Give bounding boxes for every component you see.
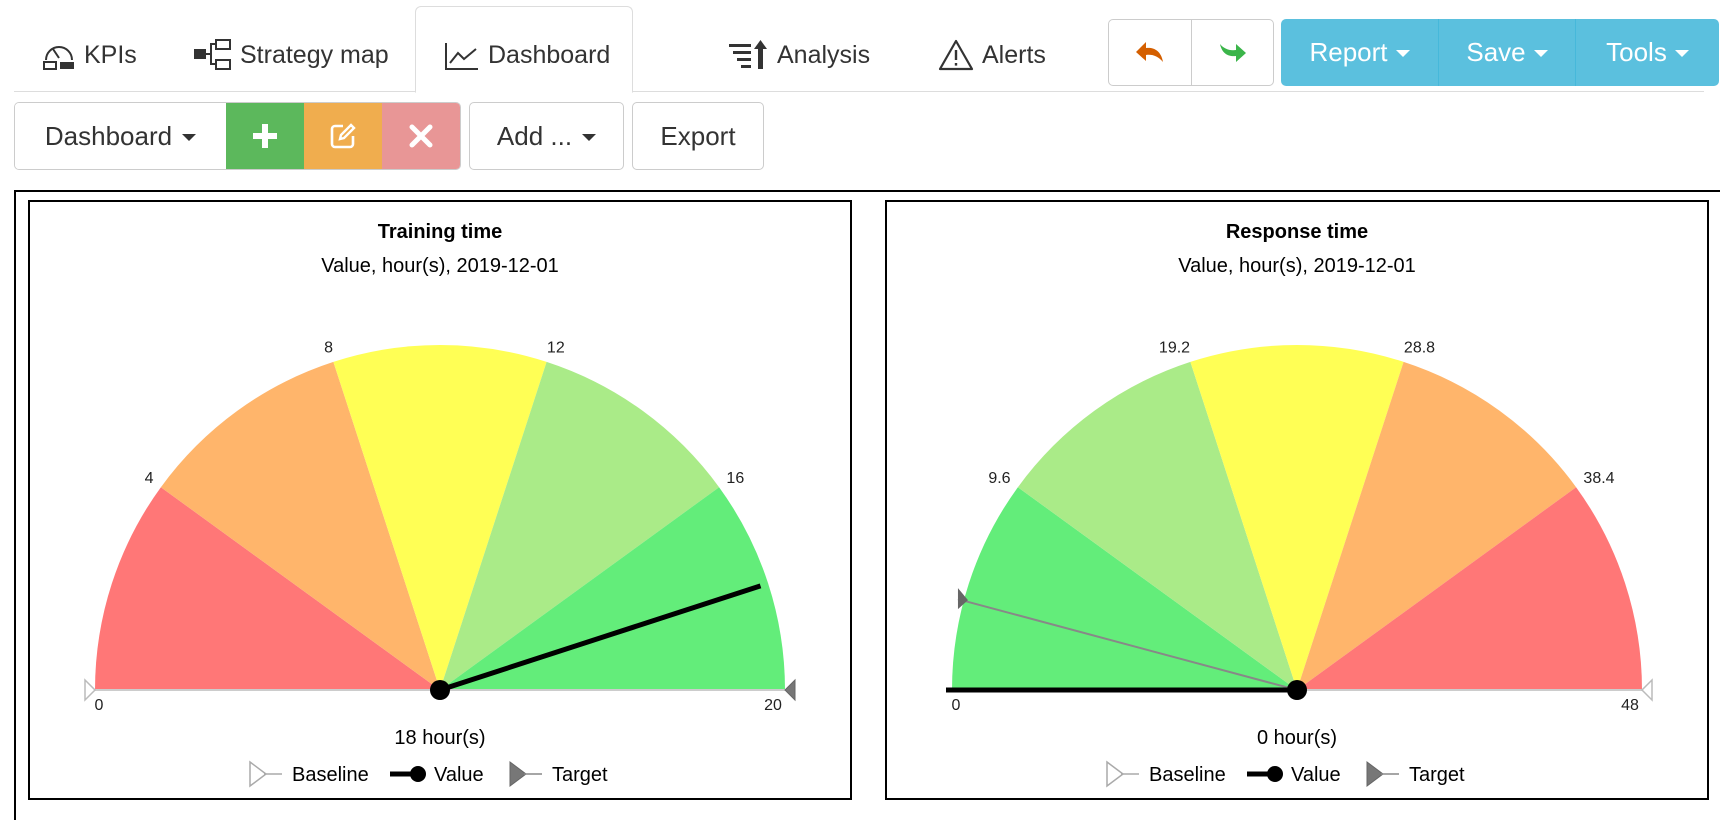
tab-dashboard-label: Dashboard xyxy=(488,41,611,69)
undo-redo-group xyxy=(1108,19,1274,86)
legend-target-icon xyxy=(509,761,527,787)
gauge-needle-hub xyxy=(1287,680,1307,700)
warning-triangle-icon xyxy=(938,39,974,71)
gauge-band xyxy=(1017,361,1297,690)
gauge-band xyxy=(95,487,440,690)
baseline-marker xyxy=(84,678,97,702)
gauge-band xyxy=(1297,361,1577,690)
tab-analysis-label: Analysis xyxy=(777,40,871,69)
gauge-band xyxy=(440,487,785,690)
tab-strategy-map-label: Strategy map xyxy=(240,40,389,69)
dashboard-canvas xyxy=(14,190,1720,820)
gauge-chart-training-time: Training time Value, hour(s), 2019-12-01 0… xyxy=(84,221,796,788)
legend-baseline-icon xyxy=(249,760,268,788)
dashboard-select-label: Dashboard xyxy=(44,120,173,151)
chevron-down-icon xyxy=(1395,50,1410,57)
tab-strategy-map[interactable]: Strategy map xyxy=(192,6,389,92)
target-marker xyxy=(784,678,796,702)
gauge-tick-label: 12 xyxy=(547,340,565,357)
kpi-gauge-icon xyxy=(43,46,74,70)
gauge-band xyxy=(160,361,440,690)
redo-button[interactable] xyxy=(1191,20,1273,85)
chevron-down-icon xyxy=(1533,50,1548,57)
report-menu-label: Report xyxy=(1309,37,1388,67)
gauge-tick-label: 38.4 xyxy=(1583,470,1614,487)
legend-target-label: Target xyxy=(1409,764,1465,786)
close-icon xyxy=(409,124,433,148)
save-menu-button[interactable]: Save xyxy=(1439,19,1576,86)
tools-menu-label: Tools xyxy=(1606,37,1667,67)
tools-menu-button[interactable]: Tools xyxy=(1576,19,1719,86)
baseline-marker xyxy=(1640,678,1653,702)
gauge-tick-label: 4 xyxy=(145,470,154,487)
tab-dashboard[interactable]: Dashboard xyxy=(415,6,633,93)
gauge-title: Training time xyxy=(378,221,502,243)
gauge-band xyxy=(1190,345,1404,690)
gauge-tick-label: 19.2 xyxy=(1159,340,1190,357)
legend-target-icon xyxy=(1366,761,1384,787)
gauge-value-label: 0 hour(s) xyxy=(1257,727,1337,749)
legend-value-icon xyxy=(1267,766,1283,782)
report-menu-button[interactable]: Report xyxy=(1281,19,1439,86)
chevron-down-icon xyxy=(182,133,197,141)
gauge-value-label: 18 hour(s) xyxy=(394,727,485,749)
gauge-subtitle: Value, hour(s), 2019-12-01 xyxy=(1178,255,1416,277)
gauge-title: Response time xyxy=(1226,221,1368,243)
legend-baseline-label: Baseline xyxy=(292,764,369,786)
target-marker xyxy=(957,588,968,610)
tab-kpis-label: KPIs xyxy=(84,40,137,69)
tab-kpis[interactable]: KPIs xyxy=(42,6,137,92)
add-dashboard-button[interactable] xyxy=(226,103,304,169)
gauge-needle-hub xyxy=(430,680,450,700)
gauge-chart-response-time: Response time Value, hour(s), 2019-12-01 0… xyxy=(946,221,1653,788)
legend-value-label: Value xyxy=(1291,764,1341,786)
gauge-target-line xyxy=(957,598,1298,691)
gauge-needle xyxy=(439,583,762,693)
gauge-panel-training-time: Training time Value, hour(s), 2019-12-01 0… xyxy=(28,200,852,800)
gauge-tick-label: 20 xyxy=(764,697,782,714)
legend-value-label: Value xyxy=(434,764,484,786)
tab-alerts-label: Alerts xyxy=(982,40,1046,69)
gauge-tick-label: 28.8 xyxy=(1404,340,1435,357)
gauge-band xyxy=(440,361,720,690)
tab-alerts[interactable]: Alerts xyxy=(938,6,1046,92)
gauge-tick-label: 0 xyxy=(952,697,961,714)
delete-dashboard-button[interactable] xyxy=(382,103,460,169)
gauge-tick-label: 0 xyxy=(95,697,104,714)
gauge-band xyxy=(952,487,1297,690)
legend-value-icon xyxy=(410,766,426,782)
edit-dashboard-button[interactable] xyxy=(304,103,382,169)
undo-button[interactable] xyxy=(1109,20,1191,85)
gauge-tick-label: 9.6 xyxy=(988,470,1010,487)
gauge-tick-label: 16 xyxy=(726,470,744,487)
legend-baseline-label: Baseline xyxy=(1149,764,1226,786)
chevron-down-icon xyxy=(582,133,597,141)
strategy-map-icon xyxy=(194,39,231,70)
gauge-subtitle: Value, hour(s), 2019-12-01 xyxy=(321,255,559,277)
gauge-tick-label: 8 xyxy=(324,340,333,357)
edit-icon xyxy=(330,123,356,149)
gauge-tick-label: 48 xyxy=(1621,697,1639,714)
export-label: Export xyxy=(660,120,736,151)
gauge-panel-response-time: Response time Value, hour(s), 2019-12-01 0… xyxy=(885,200,1709,800)
gauge-band xyxy=(333,345,547,690)
legend-target-label: Target xyxy=(552,764,608,786)
legend-baseline-icon xyxy=(1106,760,1125,788)
tab-analysis[interactable]: Analysis xyxy=(727,6,870,92)
export-button[interactable]: Export xyxy=(632,102,764,170)
line-chart-icon xyxy=(445,42,478,70)
analysis-sort-icon xyxy=(729,40,767,69)
dashboard-button-group: Dashboard xyxy=(14,102,461,170)
main-nav: KPIs Strategy map Dashboard Analysis xyxy=(14,6,1719,93)
redo-arrow-icon xyxy=(1219,43,1246,62)
undo-arrow-icon xyxy=(1136,41,1163,62)
save-menu-label: Save xyxy=(1466,37,1526,67)
chevron-down-icon xyxy=(1674,50,1689,57)
dashboard-select-button[interactable]: Dashboard xyxy=(15,103,226,169)
plus-icon xyxy=(253,124,277,148)
gauge-band xyxy=(1297,487,1642,690)
menu-button-group: Report Save Tools xyxy=(1281,19,1719,86)
add-widget-label: Add ... xyxy=(496,120,573,151)
add-widget-button[interactable]: Add ... xyxy=(469,102,624,170)
